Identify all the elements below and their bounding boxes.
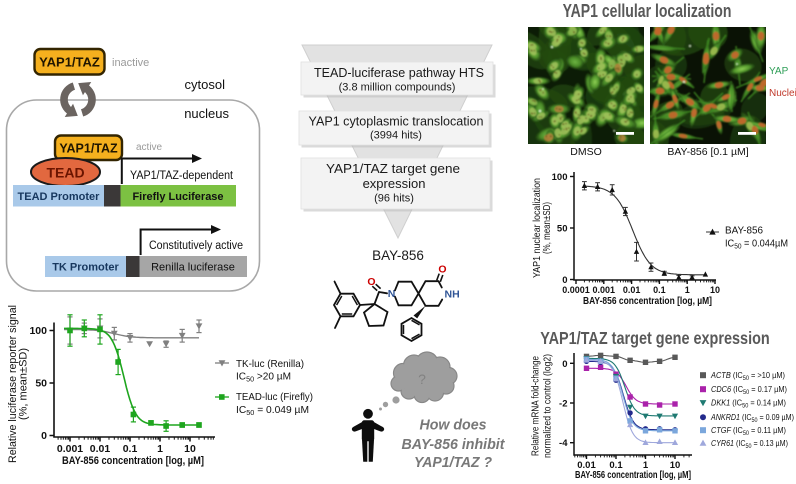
svg-text:0.0001: 0.0001: [562, 285, 590, 295]
svg-text:YAP1/TAZ target gene: YAP1/TAZ target gene: [326, 161, 460, 176]
svg-text:IC50 = 0.044µM: IC50 = 0.044µM: [725, 238, 788, 251]
svg-text:(%, mean±SD): (%, mean±SD): [541, 202, 553, 254]
svg-text:Constitutively active: Constitutively active: [149, 240, 243, 252]
svg-text:YAP1 cytoplasmic translocation: YAP1 cytoplasmic translocation: [309, 114, 484, 129]
svg-text:inactive: inactive: [112, 57, 149, 69]
svg-text:Renilla luciferase: Renilla luciferase: [151, 262, 235, 274]
svg-text:100: 100: [552, 172, 568, 183]
svg-text:TEAD Promoter: TEAD Promoter: [18, 191, 101, 203]
svg-text:TK Promoter: TK Promoter: [52, 262, 119, 274]
svg-text:nucleus: nucleus: [184, 106, 229, 121]
svg-text:YAP1/TAZ: YAP1/TAZ: [39, 55, 100, 70]
svg-text:0: 0: [562, 359, 567, 370]
svg-text:YAP1 nuclear localization: YAP1 nuclear localization: [531, 178, 543, 278]
svg-text:0.01: 0.01: [577, 460, 596, 471]
svg-text:N: N: [388, 288, 396, 300]
svg-text:CYR61 (IC50 = 0.13 µM): CYR61 (IC50 = 0.13 µM): [711, 438, 788, 450]
svg-text:BAY-856 concentration [log, µM: BAY-856 concentration [log, µM]: [62, 455, 204, 467]
svg-text:O: O: [367, 276, 375, 288]
svg-text:ACTB (IC50 = >10 µM): ACTB (IC50 = >10 µM): [710, 370, 785, 382]
svg-text:(96 hits): (96 hits): [374, 193, 414, 205]
svg-text:0.01: 0.01: [90, 443, 111, 455]
svg-text:cytosol: cytosol: [185, 77, 226, 92]
svg-text:0.1: 0.1: [653, 285, 666, 295]
svg-text:50: 50: [557, 224, 568, 235]
svg-text:0: 0: [562, 275, 567, 286]
svg-text:?: ?: [418, 371, 426, 387]
svg-text:-2: -2: [559, 399, 567, 410]
svg-text:expression: expression: [363, 176, 426, 191]
svg-text:normalized to control (log2): normalized to control (log2): [542, 354, 554, 458]
svg-text:CDC6 (IC50 = 0.17 µM): CDC6 (IC50 = 0.17 µM): [711, 384, 787, 396]
svg-text:NH: NH: [445, 288, 460, 300]
svg-text:O: O: [438, 264, 446, 276]
svg-text:100: 100: [29, 325, 47, 337]
svg-text:0.01: 0.01: [623, 285, 641, 295]
svg-text:IC50 = 0.049 µM: IC50 = 0.049 µM: [236, 404, 309, 417]
svg-text:TEAD-luc (Firefly): TEAD-luc (Firefly): [236, 391, 313, 403]
svg-text:Firefly Luciferase: Firefly Luciferase: [132, 191, 223, 203]
svg-text:(3994 hits): (3994 hits): [370, 130, 422, 142]
svg-text:0.001: 0.001: [57, 443, 83, 455]
svg-text:-4: -4: [559, 438, 568, 449]
svg-text:(3.8 million compounds): (3.8 million compounds): [339, 82, 456, 94]
svg-text:TEAD: TEAD: [46, 165, 84, 181]
svg-text:Relative mRNA fold-change: Relative mRNA fold-change: [530, 356, 542, 456]
svg-text:(%, mean±SD): (%, mean±SD): [18, 348, 30, 420]
svg-text:BAY-856: BAY-856: [725, 225, 763, 237]
svg-text:1: 1: [157, 443, 163, 455]
svg-text:Relative luciferase reporter s: Relative luciferase reporter signal: [7, 305, 19, 463]
svg-text:TEAD-luciferase pathway HTS: TEAD-luciferase pathway HTS: [314, 65, 484, 80]
svg-text:0.1: 0.1: [123, 443, 138, 455]
svg-text:DKK1 (IC50 = 0.14 µM): DKK1 (IC50 = 0.14 µM): [711, 398, 786, 410]
svg-text:BAY-856 inhibit: BAY-856 inhibit: [402, 436, 506, 453]
svg-text:10: 10: [184, 443, 196, 455]
svg-text:1: 1: [685, 285, 690, 295]
svg-text:0: 0: [41, 430, 47, 442]
svg-text:10: 10: [710, 285, 720, 295]
svg-text:BAY-856: BAY-856: [372, 250, 424, 263]
svg-text:YAP1/TAZ-dependent: YAP1/TAZ-dependent: [130, 170, 234, 182]
svg-text:TK-luc (Renilla): TK-luc (Renilla): [236, 358, 304, 370]
svg-text:IC50 >20 µM: IC50 >20 µM: [236, 371, 291, 384]
svg-text:BAY-856 concentration [log, µM: BAY-856 concentration [log, µM]: [575, 470, 691, 481]
svg-text:1: 1: [643, 460, 649, 471]
svg-text:YAP1/TAZ ?: YAP1/TAZ ?: [414, 454, 492, 471]
svg-text:0.001: 0.001: [593, 285, 616, 295]
svg-text:10: 10: [670, 460, 681, 471]
svg-text:active: active: [136, 142, 163, 153]
svg-text:50: 50: [35, 378, 47, 390]
svg-text:CTGF (IC50 = 0.11 µM): CTGF (IC50 = 0.11 µM): [711, 425, 786, 437]
svg-text:How does: How does: [420, 417, 487, 434]
svg-text:ANKRD1 (IC50 = 0.09 µM): ANKRD1 (IC50 = 0.09 µM): [710, 412, 794, 424]
svg-text:0.1: 0.1: [609, 460, 623, 471]
svg-text:BAY-856 concentration [log, µM: BAY-856 concentration [log, µM]: [583, 296, 712, 307]
svg-text:YAP1/TAZ: YAP1/TAZ: [59, 142, 118, 156]
